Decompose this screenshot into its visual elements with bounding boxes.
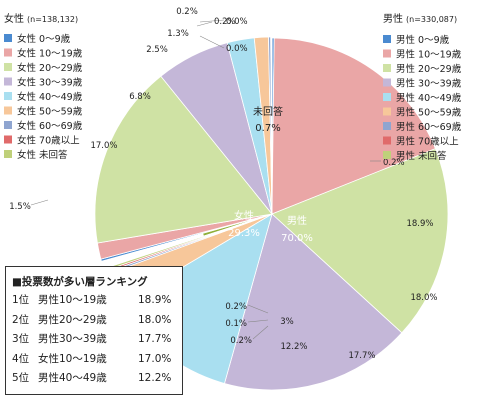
female-legend-items-swatch-3 xyxy=(4,77,12,86)
ranking-row: 3位 男性30〜39歳 17.7% xyxy=(12,330,182,350)
ranking-rank: 2位 xyxy=(12,313,30,326)
ranking-value: 17.0% xyxy=(138,352,172,365)
male-leader-6 xyxy=(247,304,269,314)
ranking-value: 18.0% xyxy=(138,313,172,326)
female-value-label-7: 0.0% xyxy=(226,17,248,27)
female-legend-items-label-1: 女性 10〜19歳 xyxy=(17,48,83,60)
male-leader-7 xyxy=(247,319,269,323)
female-leader-8 xyxy=(199,35,225,49)
ranking-label: 男性40〜49歳 xyxy=(38,372,107,384)
main-value-label-1: 70.0% xyxy=(281,233,313,244)
male-value-label-1: 18.9% xyxy=(406,219,433,229)
male-value-label-4: 12.2% xyxy=(280,342,307,352)
female-legend-items-swatch-0 xyxy=(4,34,12,42)
male-value-label-7: 0.1% xyxy=(225,319,247,329)
ranking-value: 12.2% xyxy=(138,372,172,384)
main-name-label-0: 女性 xyxy=(234,209,254,222)
female-legend-items-label-4: 女性 40〜49歳 xyxy=(17,91,83,103)
ranking-row: 5位 男性40〜49歳 12.2% xyxy=(12,369,182,389)
male-value-label-2: 18.0% xyxy=(410,293,437,303)
female-leader-7 xyxy=(199,19,225,23)
main-name-label-1: 男性 xyxy=(287,214,307,227)
male-slice-3 xyxy=(223,213,403,391)
female-value-label-8: 0.0% xyxy=(226,44,248,54)
female-legend-items-swatch-1 xyxy=(4,48,12,57)
female-value-label-4: 2.5% xyxy=(146,45,168,55)
female-legend-items-label-3: 女性 30〜39歳 xyxy=(17,77,83,89)
ranking-rank: 1位 xyxy=(12,294,30,306)
ranking-rank: 3位 xyxy=(12,333,30,345)
ranking-rank: 4位 xyxy=(12,352,30,365)
ranking-label: 男性30〜39歳 xyxy=(38,333,107,345)
ranking-label: 男性20〜29歳 xyxy=(38,313,107,326)
ranking-value: 18.9% xyxy=(138,294,172,306)
main-value-label-2: 0.7% xyxy=(255,123,280,134)
female-legend-items-label-5: 女性 50〜59歳 xyxy=(17,106,83,118)
male-legend-items-swatch-1 xyxy=(383,49,391,58)
male-legend-items-swatch-2 xyxy=(383,64,391,72)
male-value-label-0: 0.2% xyxy=(383,158,405,168)
female-value-label-0: 0.2% xyxy=(214,17,236,27)
male-legend-items-label-8: 男性 未回答 xyxy=(396,150,447,162)
female-legend-items-swatch-5 xyxy=(4,106,12,115)
female-value-label-2: 17.0% xyxy=(90,141,117,151)
male-legend-items-label-7: 男性 70歳以上 xyxy=(396,136,459,148)
main-name-label-2: 未回答 xyxy=(253,105,283,118)
male-legend-items-label-5: 男性 50〜59歳 xyxy=(396,107,462,119)
male-legend-items-swatch-4 xyxy=(383,93,391,101)
ranking-value: 17.7% xyxy=(138,333,172,345)
male-legend-items-label-3: 男性 30〜39歳 xyxy=(396,78,462,90)
female-legend-items-swatch-2 xyxy=(4,63,12,71)
female-value-label-3: 6.8% xyxy=(129,92,151,102)
male-legend-items-swatch-8 xyxy=(383,151,391,159)
ranking-title: ■投票数が多い層ランキング xyxy=(12,276,148,288)
male-legend-items-swatch-7 xyxy=(383,136,391,145)
male-value-label-3: 17.7% xyxy=(348,351,375,361)
ranking-label: 男性10〜19歳 xyxy=(38,294,107,306)
female-legend-items-label-7: 女性 70歳以上 xyxy=(17,135,80,147)
male-legend-items-label-2: 男性 20〜29歳 xyxy=(396,63,462,75)
male-value-label-5: 3% xyxy=(280,317,294,327)
male-legend-items-swatch-0 xyxy=(383,35,391,43)
female-legend-items-label-6: 女性 60〜69歳 xyxy=(17,120,83,132)
male-legend-items-swatch-3 xyxy=(383,78,391,87)
female-value-label-5: 1.3% xyxy=(167,29,189,39)
ranking-row: 1位 男性10〜19歳 18.9% xyxy=(12,291,182,311)
ranking-rank: 5位 xyxy=(12,372,30,384)
male-legend-items-swatch-6 xyxy=(383,122,391,130)
female-legend-items-swatch-8 xyxy=(4,150,12,158)
ranking-label: 女性10〜19歳 xyxy=(38,352,107,365)
female-legend-items-label-2: 女性 20〜29歳 xyxy=(17,62,83,74)
male-legend-title: 男性 (n=330,087) xyxy=(383,12,457,25)
male-legend-items-label-4: 男性 40〜49歳 xyxy=(396,92,462,104)
male-legend-items-label-6: 男性 60〜69歳 xyxy=(396,121,462,133)
female-leader-1 xyxy=(30,199,49,206)
male-slice-1 xyxy=(271,37,436,215)
male-legend-items-swatch-5 xyxy=(383,107,391,116)
male-legend-items-label-0: 男性 0〜9歳 xyxy=(396,34,450,46)
ranking-box: ■投票数が多い層ランキング 1位 男性10〜19歳 18.9% 2位 男性20〜29歳 1… xyxy=(5,266,183,395)
female-slice-2 xyxy=(94,75,273,244)
female-value-label-6: 0.2% xyxy=(176,7,198,17)
male-value-label-8: 0.2% xyxy=(230,336,252,346)
ranking-row: 4位 女性10〜19歳 17.0% xyxy=(12,350,182,370)
female-legend-title: 女性 (n=138,132) xyxy=(4,12,78,25)
male-value-label-6: 0.2% xyxy=(225,302,247,312)
female-legend-items-swatch-6 xyxy=(4,121,12,129)
female-value-label-1: 1.5% xyxy=(9,202,31,212)
male-leader-8 xyxy=(252,325,269,340)
female-legend-items-swatch-4 xyxy=(4,92,12,100)
ranking-row: 2位 男性20〜29歳 18.0% xyxy=(12,311,182,331)
female-leader-0 xyxy=(196,21,213,27)
female-slice-8 xyxy=(270,36,273,215)
female-legend-items-label-0: 女性 0〜9歳 xyxy=(17,33,71,45)
main-value-label-0: 29.3% xyxy=(228,228,260,239)
female-legend-items-label-8: 女性 未回答 xyxy=(17,149,68,161)
male-legend-items-label-1: 男性 10〜19歳 xyxy=(396,49,462,61)
female-legend-items-swatch-7 xyxy=(4,135,12,144)
male-slice-2 xyxy=(271,148,449,334)
